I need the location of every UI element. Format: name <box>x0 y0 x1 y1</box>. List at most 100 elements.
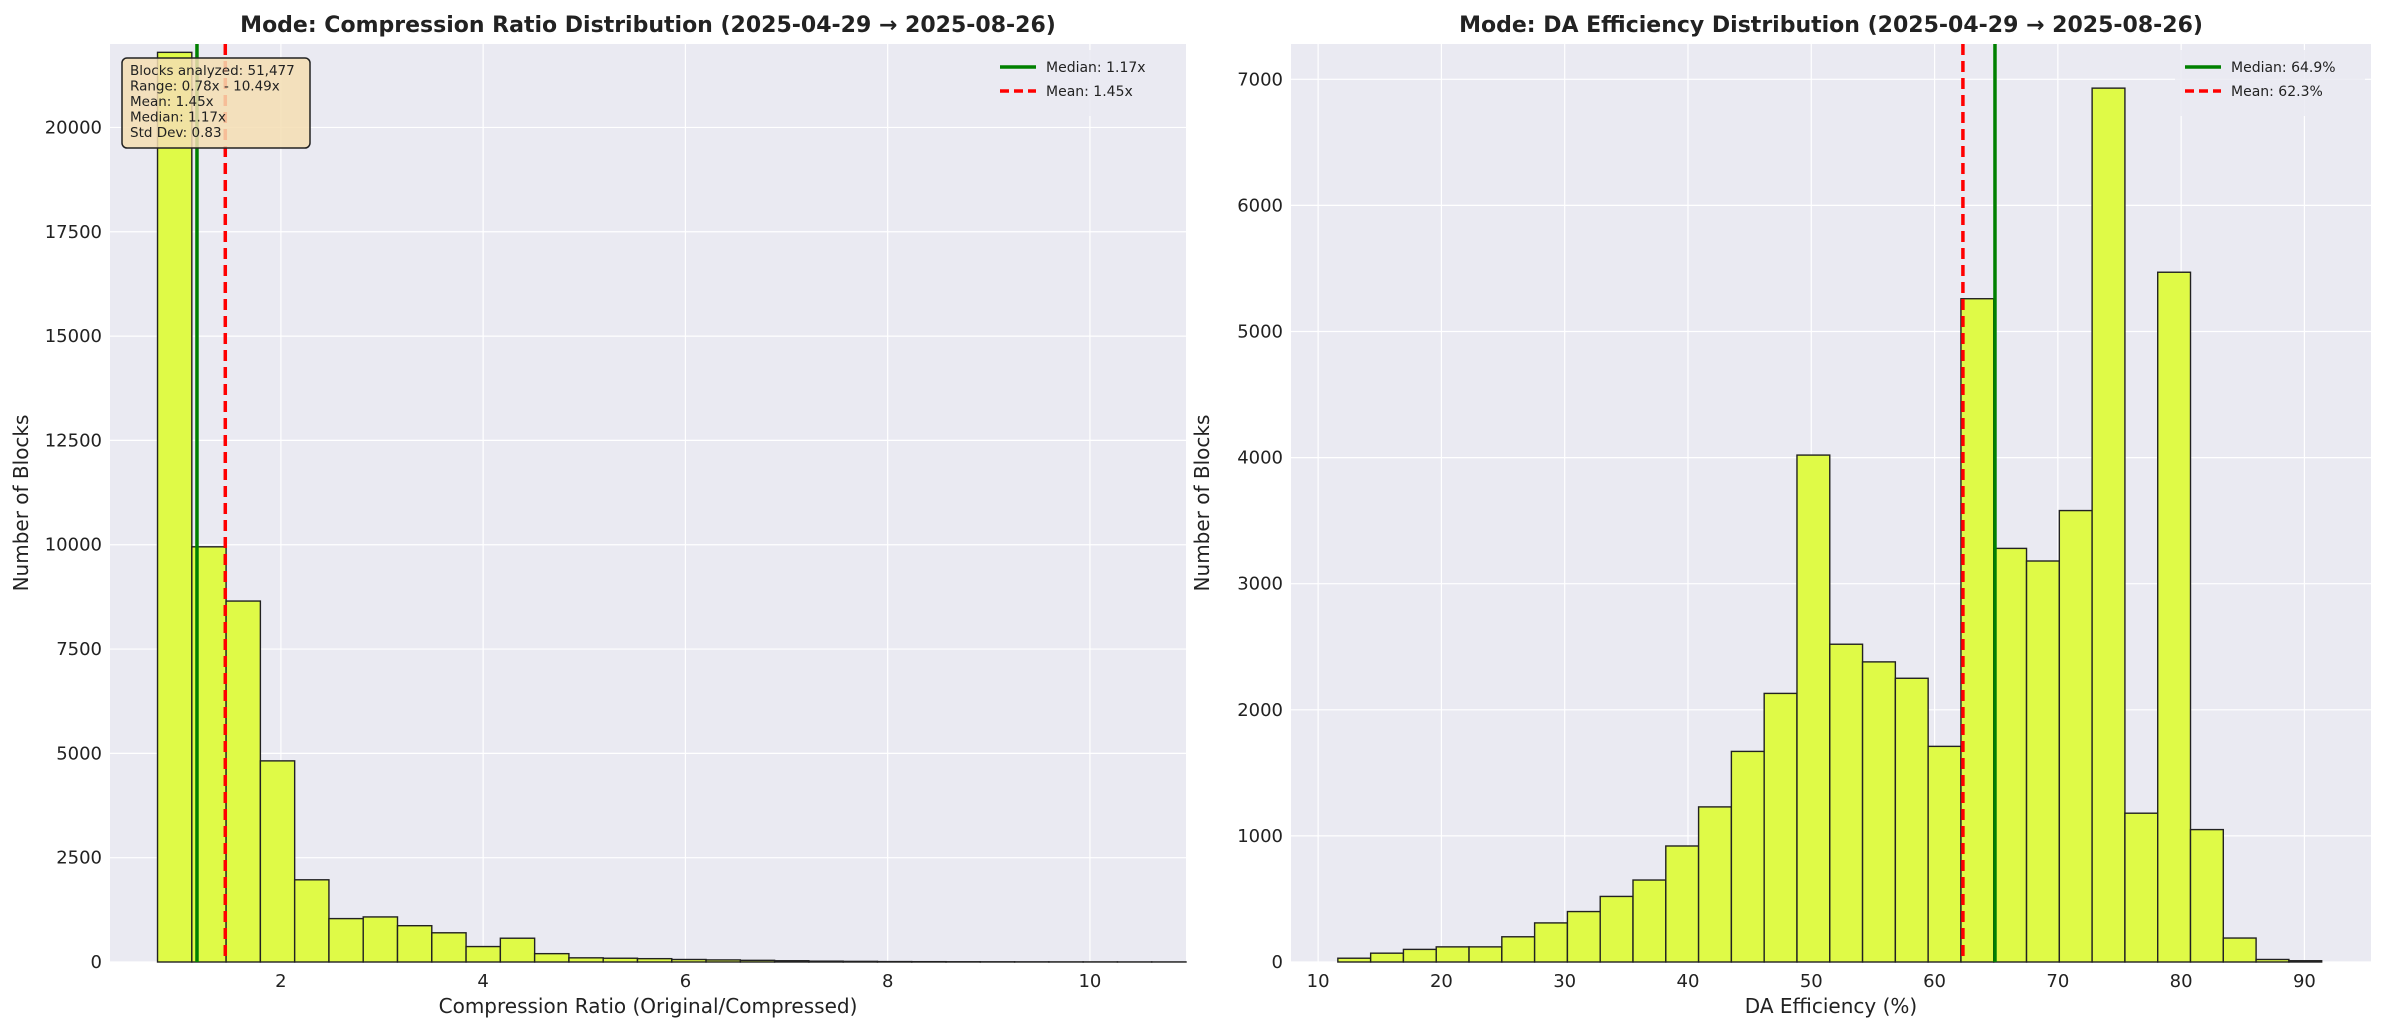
chart-title: Mode: Compression Ratio Distribution (20… <box>240 13 1056 38</box>
histogram-bar <box>2092 88 2125 962</box>
x-tick-label: 70 <box>2046 971 2069 992</box>
histogram-bar <box>843 961 877 962</box>
y-tick-label: 2500 <box>56 848 102 869</box>
stats-line: Blocks analyzed: 51,477 <box>130 63 295 79</box>
median-legend-label: Median: 64.9% <box>2231 60 2336 76</box>
histogram-bar <box>569 958 603 962</box>
histogram-bar <box>2158 272 2191 962</box>
stats-line: Range: 0.78x - 10.49x <box>130 79 280 95</box>
y-tick-label: 5000 <box>1237 322 1283 343</box>
histogram-bar <box>1830 644 1863 962</box>
legend: Median: 1.17x Mean: 1.45x <box>990 50 1180 116</box>
histogram-bar <box>2059 511 2092 962</box>
stats-line: Median: 1.17x <box>130 110 226 126</box>
x-axis-label: Compression Ratio (Original/Compressed) <box>439 994 858 1018</box>
histogram-bar <box>603 958 637 962</box>
histogram-bar <box>363 917 397 962</box>
histogram-bar <box>535 954 569 962</box>
x-tick-label: 60 <box>1923 971 1946 992</box>
histogram-bar <box>2027 561 2060 962</box>
y-tick-label: 20000 <box>45 117 102 138</box>
y-axis-label: Number of Blocks <box>9 415 33 592</box>
y-tick-label: 0 <box>1272 952 1283 973</box>
histogram-bar <box>2256 959 2289 962</box>
y-tick-label: 3000 <box>1237 574 1283 595</box>
histogram-bar <box>1764 693 1797 962</box>
x-tick-label: 8 <box>882 971 893 992</box>
x-tick-label: 30 <box>1553 971 1576 992</box>
histogram-bar <box>1699 807 1732 962</box>
median-legend-label: Median: 1.17x <box>1046 60 1146 76</box>
y-tick-label: 12500 <box>45 430 102 451</box>
stats-line: Std Dev: 0.83 <box>130 125 222 141</box>
x-axis-label: DA Efficiency (%) <box>1745 994 1917 1018</box>
legend: Median: 64.9% Mean: 62.3% <box>2175 50 2365 116</box>
histogram-bar <box>1469 947 1502 962</box>
y-tick-label: 7500 <box>56 639 102 660</box>
histogram-bar <box>432 933 466 962</box>
histogram-bar <box>1961 299 1994 962</box>
y-tick-label: 15000 <box>45 326 102 347</box>
histogram-bar <box>2223 938 2256 962</box>
histogram-bar <box>1371 953 1404 962</box>
y-tick-label: 5000 <box>56 743 102 764</box>
x-tick-label: 20 <box>1430 971 1453 992</box>
histogram-bar <box>672 959 706 962</box>
x-tick-label: 4 <box>477 971 488 992</box>
histogram-bar <box>260 761 294 962</box>
x-tick-label: 2 <box>275 971 286 992</box>
histogram-bar <box>1928 746 1961 962</box>
y-tick-label: 0 <box>91 952 102 973</box>
histogram-bar <box>1502 937 1535 962</box>
histogram-bar <box>637 959 671 962</box>
y-tick-label: 7000 <box>1237 69 1283 90</box>
histogram-bar <box>500 938 534 962</box>
histogram-bar <box>706 960 740 962</box>
y-tick-label: 1000 <box>1237 826 1283 847</box>
x-tick-label: 90 <box>2293 971 2316 992</box>
histogram-bar <box>1863 662 1896 962</box>
x-tick-label: 10 <box>1307 971 1330 992</box>
x-tick-label: 6 <box>680 971 691 992</box>
histogram-bar <box>775 961 809 962</box>
histogram-bar <box>158 52 192 962</box>
histogram-bar <box>295 880 329 962</box>
stats-line: Mean: 1.45x <box>130 94 214 110</box>
histogram-bar <box>1797 455 1830 962</box>
histogram-bar <box>226 601 260 962</box>
histogram-bar <box>740 960 774 962</box>
x-tick-label: 80 <box>2170 971 2193 992</box>
histogram-bar <box>329 919 363 962</box>
x-tick-label: 10 <box>1078 971 1101 992</box>
histogram-bar <box>1535 923 1568 962</box>
histogram-bar <box>1895 678 1928 962</box>
histogram-bar <box>2125 813 2158 962</box>
y-tick-label: 4000 <box>1237 448 1283 469</box>
histogram-bar <box>1994 548 2027 962</box>
mean-legend-label: Mean: 62.3% <box>2231 84 2323 100</box>
histogram-bar <box>809 961 843 962</box>
chart-title: Mode: DA Efficiency Distribution (2025-0… <box>1459 13 2203 38</box>
histogram-bar <box>1731 751 1764 962</box>
histogram-bar <box>466 947 500 962</box>
histogram-bar <box>398 926 432 962</box>
histogram-bar <box>1633 880 1666 962</box>
x-tick-label: 50 <box>1800 971 1823 992</box>
x-tick-label: 40 <box>1677 971 1700 992</box>
histogram-bar <box>1666 846 1699 962</box>
mean-legend-label: Mean: 1.45x <box>1046 84 1133 100</box>
histogram-bar <box>2289 961 2322 962</box>
histogram-bar <box>1338 958 1371 962</box>
histogram-bar <box>1567 912 1600 962</box>
histogram-bar <box>1600 896 1633 962</box>
histogram-bar <box>1436 947 1469 962</box>
y-tick-label: 10000 <box>45 535 102 556</box>
histogram-bar <box>1403 949 1436 962</box>
histogram-bar <box>2191 830 2224 962</box>
y-axis-label: Number of Blocks <box>1190 415 1214 592</box>
